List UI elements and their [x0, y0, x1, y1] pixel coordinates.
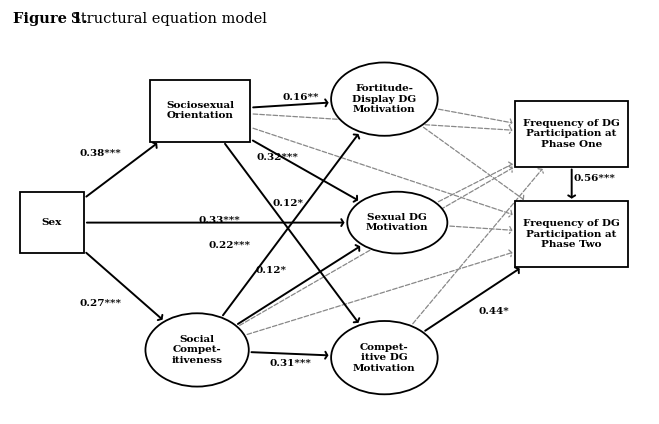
Text: 0.44*: 0.44*: [479, 307, 509, 316]
FancyBboxPatch shape: [515, 201, 628, 267]
Text: 0.56***: 0.56***: [573, 174, 616, 183]
Text: Social
Compet-
itiveness: Social Compet- itiveness: [171, 335, 223, 365]
Text: Frequency of DG
Participation at
Phase One: Frequency of DG Participation at Phase O…: [523, 119, 620, 149]
Text: 0.16**: 0.16**: [282, 93, 319, 102]
Text: 0.12*: 0.12*: [256, 266, 287, 275]
Ellipse shape: [146, 313, 249, 387]
Text: 0.38***: 0.38***: [79, 149, 121, 158]
Text: 0.12*: 0.12*: [272, 199, 303, 208]
Text: Structural equation model: Structural equation model: [66, 12, 267, 26]
Text: Sex: Sex: [42, 218, 62, 227]
FancyBboxPatch shape: [515, 101, 628, 167]
Text: Fortitude-
Display DG
Motivation: Fortitude- Display DG Motivation: [353, 84, 416, 114]
Text: Sexual DG
Motivation: Sexual DG Motivation: [366, 213, 428, 232]
Text: Figure 1.: Figure 1.: [13, 12, 88, 26]
Text: Compet-
itive DG
Motivation: Compet- itive DG Motivation: [353, 343, 416, 373]
Ellipse shape: [331, 62, 438, 136]
Ellipse shape: [331, 321, 438, 394]
Text: 0.22***: 0.22***: [208, 241, 250, 250]
Text: 0.32***: 0.32***: [257, 153, 299, 162]
FancyBboxPatch shape: [20, 192, 84, 254]
Text: Sociosexual
Orientation: Sociosexual Orientation: [166, 101, 235, 120]
Text: 0.31***: 0.31***: [270, 359, 312, 368]
Ellipse shape: [347, 192, 447, 254]
Text: 0.33***: 0.33***: [199, 216, 241, 225]
Text: 0.27***: 0.27***: [79, 299, 121, 308]
FancyBboxPatch shape: [150, 80, 250, 142]
Text: Frequency of DG
Participation at
Phase Two: Frequency of DG Participation at Phase T…: [523, 219, 620, 249]
